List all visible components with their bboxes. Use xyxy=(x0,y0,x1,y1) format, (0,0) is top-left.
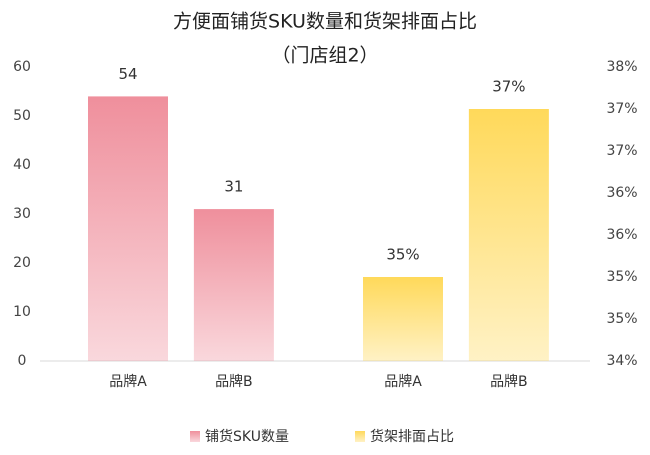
chart-subtitle: （门店组2） xyxy=(271,45,378,67)
x-tick-label: 品牌B xyxy=(490,373,528,390)
y2-tick-label: 37% xyxy=(606,101,637,117)
y-tick-label: 50 xyxy=(13,108,31,124)
y2-tick-label: 38% xyxy=(606,59,637,75)
y2-tick-label: 36% xyxy=(606,185,637,201)
bar xyxy=(88,96,168,362)
data-label: 37% xyxy=(492,78,525,96)
legend-label: 铺货SKU数量 xyxy=(205,428,289,445)
y-tick-label: 20 xyxy=(13,255,31,271)
y-tick-label: 30 xyxy=(13,206,31,222)
bar xyxy=(193,209,274,361)
y-tick-label: 60 xyxy=(13,59,31,75)
y-tick-label: 40 xyxy=(13,157,31,173)
chart-title: 方便面铺货SKU数量和货架排面占比 xyxy=(173,11,477,33)
y2-tick-label: 36% xyxy=(606,227,637,243)
data-label: 35% xyxy=(386,246,419,264)
legend-swatch xyxy=(355,431,365,442)
x-tick-label: 品牌A xyxy=(109,373,147,390)
legend-swatch xyxy=(190,431,200,442)
y2-tick-label: 35% xyxy=(606,269,637,285)
y-tick-label: 10 xyxy=(13,304,31,320)
data-label: 31 xyxy=(224,178,243,196)
y2-tick-label: 35% xyxy=(606,311,637,327)
x-tick-label: 品牌B xyxy=(215,373,253,390)
legend-label: 货架排面占比 xyxy=(370,428,454,445)
y-tick-label: 0 xyxy=(18,353,27,369)
data-label: 54 xyxy=(118,65,137,83)
x-tick-label: 品牌A xyxy=(384,373,422,390)
y2-tick-label: 37% xyxy=(606,143,637,159)
y2-tick-label: 34% xyxy=(606,353,637,369)
bar xyxy=(363,277,443,361)
bar xyxy=(468,109,549,361)
